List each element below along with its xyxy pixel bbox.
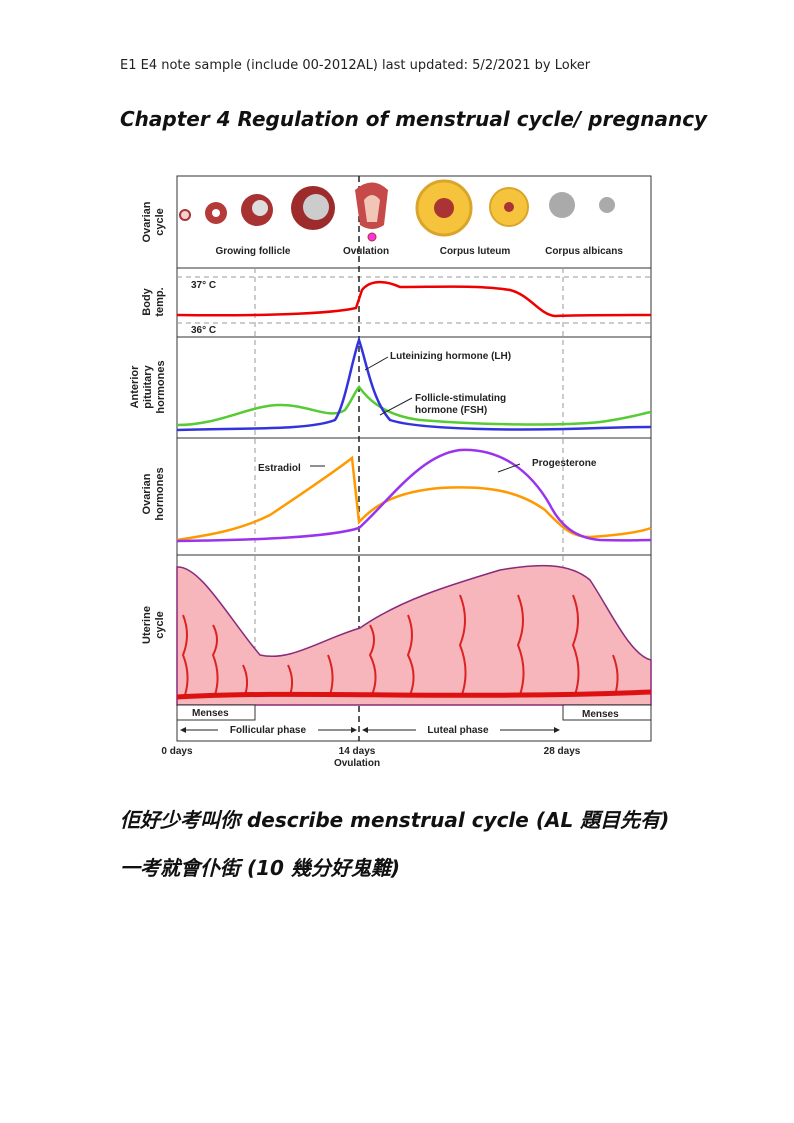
stage-label: Corpus luteum <box>440 246 511 257</box>
panel-label: Bodytemp. <box>141 287 166 316</box>
progesterone-label: Progesterone <box>532 458 597 469</box>
stage-label: Growing follicle <box>215 246 290 257</box>
panel-label: Ovarianhormones <box>141 467 166 520</box>
panel-label: Ovariancycle <box>141 201 166 242</box>
body-line: 一考就會仆街 (10 幾分好鬼難) <box>120 856 401 880</box>
menses-box <box>176 704 256 721</box>
basal-vessel <box>176 689 652 700</box>
stage-label: Corpus albicans <box>545 246 623 257</box>
fsh-label: Follicle-stimulating hormone (FSH) <box>415 393 506 416</box>
progesterone-curve <box>176 448 652 543</box>
title: Chapter 4 Regulation of menstrual cycle/… <box>120 107 708 131</box>
panel-dividers <box>177 267 651 556</box>
estradiol-label: Estradiol <box>258 463 301 474</box>
body-line: 佢好少考叫你 describe menstrual cycle (AL 題目先有… <box>120 808 670 832</box>
day-label: 14 days <box>339 746 376 757</box>
temp-curve <box>176 280 652 318</box>
fsh-curve <box>176 385 652 427</box>
lh-curve <box>176 336 652 432</box>
menses-box <box>562 704 652 721</box>
temp-label: 37° C <box>191 280 216 291</box>
follicle-icons <box>179 179 615 242</box>
lh-label: Luteinizing hormone (LH) <box>390 351 511 362</box>
header-note: E1 E4 note sample (include 00-2012AL) la… <box>120 58 591 73</box>
menses-label: Menses <box>192 708 229 719</box>
pointer <box>379 397 413 416</box>
arrow-heads <box>180 727 560 733</box>
phase-label: Luteal phase <box>427 725 489 736</box>
day-label: Ovulation <box>334 758 380 769</box>
panel-label: Anteriorpituitaryhormones <box>129 360 167 413</box>
guide-lines <box>177 268 651 720</box>
pointer <box>364 356 389 371</box>
panel-label: Uterinecycle <box>141 606 166 644</box>
day-label: 0 days <box>161 746 193 757</box>
pointer <box>497 463 521 473</box>
phase-label: Follicular phase <box>230 725 307 736</box>
stage-label: Ovulation <box>343 246 389 257</box>
day-label: 28 days <box>544 746 581 757</box>
menses-label: Menses <box>582 709 619 720</box>
temp-label: 36° C <box>191 325 216 336</box>
endometrium <box>176 564 652 706</box>
